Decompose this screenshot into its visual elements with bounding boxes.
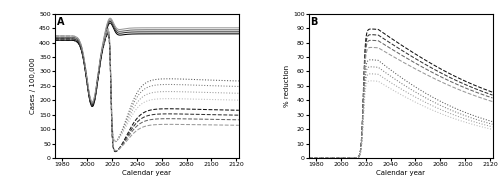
X-axis label: Calendar year: Calendar year [376,170,425,176]
Y-axis label: Cases / 100,000: Cases / 100,000 [30,58,36,114]
Text: B: B [310,17,318,27]
Text: A: A [57,17,64,27]
Y-axis label: % reduction: % reduction [284,65,290,107]
X-axis label: Calendar year: Calendar year [122,170,172,176]
